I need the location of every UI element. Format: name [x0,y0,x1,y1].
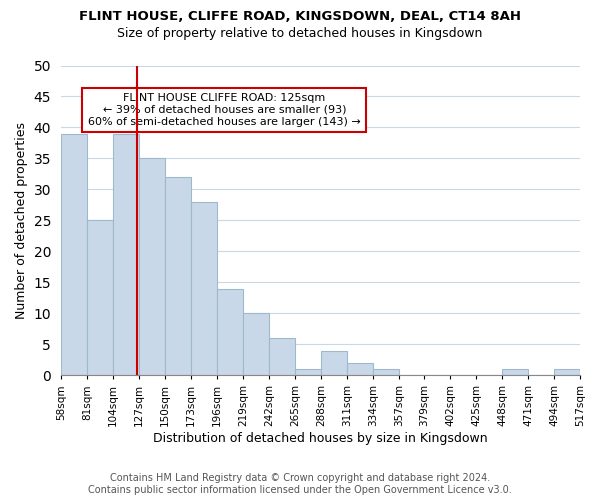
Bar [113,134,139,376]
Bar [217,288,243,376]
Text: FLINT HOUSE CLIFFE ROAD: 125sqm
← 39% of detached houses are smaller (93)
60% of: FLINT HOUSE CLIFFE ROAD: 125sqm ← 39% of… [88,94,361,126]
Y-axis label: Number of detached properties: Number of detached properties [15,122,28,319]
Bar [554,369,580,376]
Bar [295,369,321,376]
Bar [61,134,87,376]
Text: FLINT HOUSE, CLIFFE ROAD, KINGSDOWN, DEAL, CT14 8AH: FLINT HOUSE, CLIFFE ROAD, KINGSDOWN, DEA… [79,10,521,23]
Bar [269,338,295,376]
Text: Size of property relative to detached houses in Kingsdown: Size of property relative to detached ho… [118,28,482,40]
Bar [321,350,347,376]
Bar [139,158,165,376]
Bar [165,177,191,376]
Bar [191,202,217,376]
Text: Contains HM Land Registry data © Crown copyright and database right 2024.
Contai: Contains HM Land Registry data © Crown c… [88,474,512,495]
Bar [347,363,373,376]
X-axis label: Distribution of detached houses by size in Kingsdown: Distribution of detached houses by size … [153,432,488,445]
Bar [243,314,269,376]
Bar [373,369,399,376]
Bar [502,369,528,376]
Bar [87,220,113,376]
